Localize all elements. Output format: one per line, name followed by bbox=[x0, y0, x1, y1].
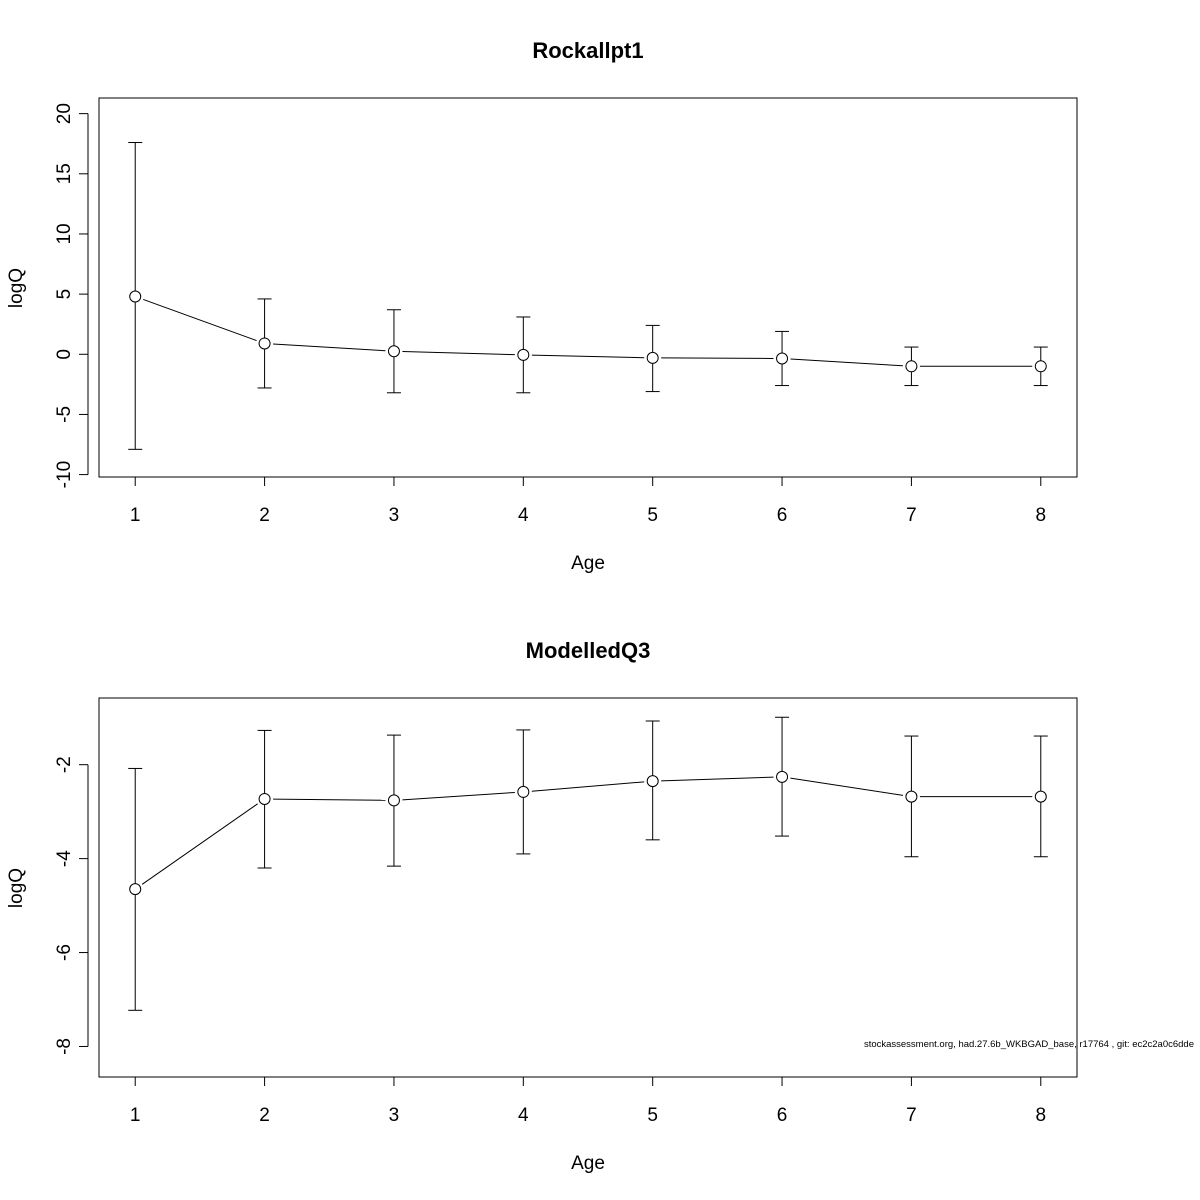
data-point bbox=[776, 770, 789, 783]
y-tick-label: -2 bbox=[54, 756, 75, 773]
series-line-segment bbox=[661, 776, 774, 782]
data-point bbox=[905, 360, 918, 373]
data-point bbox=[1034, 360, 1047, 373]
plot-frame bbox=[98, 97, 1078, 478]
x-tick-label: 5 bbox=[647, 1105, 658, 1126]
y-tick-label: -10 bbox=[54, 461, 75, 488]
x-tick-label: 3 bbox=[389, 505, 400, 526]
y-tick-label: 5 bbox=[54, 289, 75, 300]
chart-title: Rockallpt1 bbox=[532, 38, 643, 63]
series-line-segment bbox=[402, 791, 515, 801]
data-point bbox=[258, 792, 271, 805]
x-tick-label: 2 bbox=[259, 505, 270, 526]
data-point bbox=[646, 775, 659, 788]
series-line-segment bbox=[661, 357, 774, 359]
data-point bbox=[905, 790, 918, 803]
x-tick-label: 2 bbox=[259, 1105, 270, 1126]
data-point bbox=[387, 794, 400, 807]
x-tick-label: 4 bbox=[518, 1105, 529, 1126]
data-point bbox=[258, 337, 271, 350]
y-axis-label: logQ bbox=[6, 268, 27, 308]
series-line-segment bbox=[402, 351, 515, 356]
x-tick-label: 7 bbox=[906, 505, 917, 526]
series-line-segment bbox=[141, 803, 258, 885]
x-tick-label: 7 bbox=[906, 1105, 917, 1126]
y-tick-label: -5 bbox=[54, 406, 75, 423]
x-tick-label: 1 bbox=[130, 1105, 141, 1126]
y-tick-label: 0 bbox=[54, 349, 75, 360]
data-point bbox=[129, 290, 142, 303]
data-point bbox=[1034, 790, 1047, 803]
x-axis-label: Age bbox=[571, 1153, 605, 1174]
series-line-segment bbox=[273, 798, 386, 801]
data-point bbox=[776, 352, 789, 365]
x-tick-label: 5 bbox=[647, 505, 658, 526]
plot-frame bbox=[98, 697, 1078, 1078]
data-point bbox=[387, 345, 400, 358]
y-tick-label: 10 bbox=[54, 223, 75, 244]
series-line-segment bbox=[790, 777, 904, 796]
y-tick-label: 20 bbox=[54, 103, 75, 124]
x-tick-label: 8 bbox=[1035, 505, 1046, 526]
series-line-segment bbox=[531, 354, 645, 359]
x-tick-label: 8 bbox=[1035, 1105, 1046, 1126]
panel-rockallpt1: Rockallpt1 Age logQ 1 2 3 4 5 6 7 8 -10 -5 0 5 10 15 2… bbox=[6, 38, 1078, 574]
data-point bbox=[517, 348, 530, 361]
x-axis-label: Age bbox=[571, 553, 605, 574]
y-tick-label: 15 bbox=[54, 163, 75, 184]
series-line-segment bbox=[143, 298, 257, 342]
panel-modelledq3: ModelledQ3 Age logQ 1 2 3 4 5 6 7 8 -8 -6 -4 -2 bbox=[6, 638, 1078, 1174]
series-line-segment bbox=[531, 781, 645, 792]
data-point bbox=[646, 351, 659, 364]
data-point bbox=[129, 883, 142, 896]
y-tick-label: -4 bbox=[54, 850, 75, 867]
x-tick-label: 3 bbox=[389, 1105, 400, 1126]
y-tick-label: -6 bbox=[54, 944, 75, 961]
footer-note: stockassessment.org, had.27.6b_WKBGAD_ba… bbox=[864, 1039, 1194, 1050]
series-line-segment bbox=[273, 343, 386, 352]
data-point bbox=[517, 785, 530, 798]
chart-title: ModelledQ3 bbox=[526, 638, 651, 663]
y-axis-label: logQ bbox=[6, 868, 27, 908]
series-line-segment bbox=[790, 358, 903, 367]
x-tick-label: 4 bbox=[518, 505, 529, 526]
x-tick-label: 6 bbox=[777, 505, 788, 526]
x-tick-label: 6 bbox=[777, 1105, 788, 1126]
y-tick-label: -8 bbox=[54, 1038, 75, 1055]
x-tick-label: 1 bbox=[130, 505, 141, 526]
